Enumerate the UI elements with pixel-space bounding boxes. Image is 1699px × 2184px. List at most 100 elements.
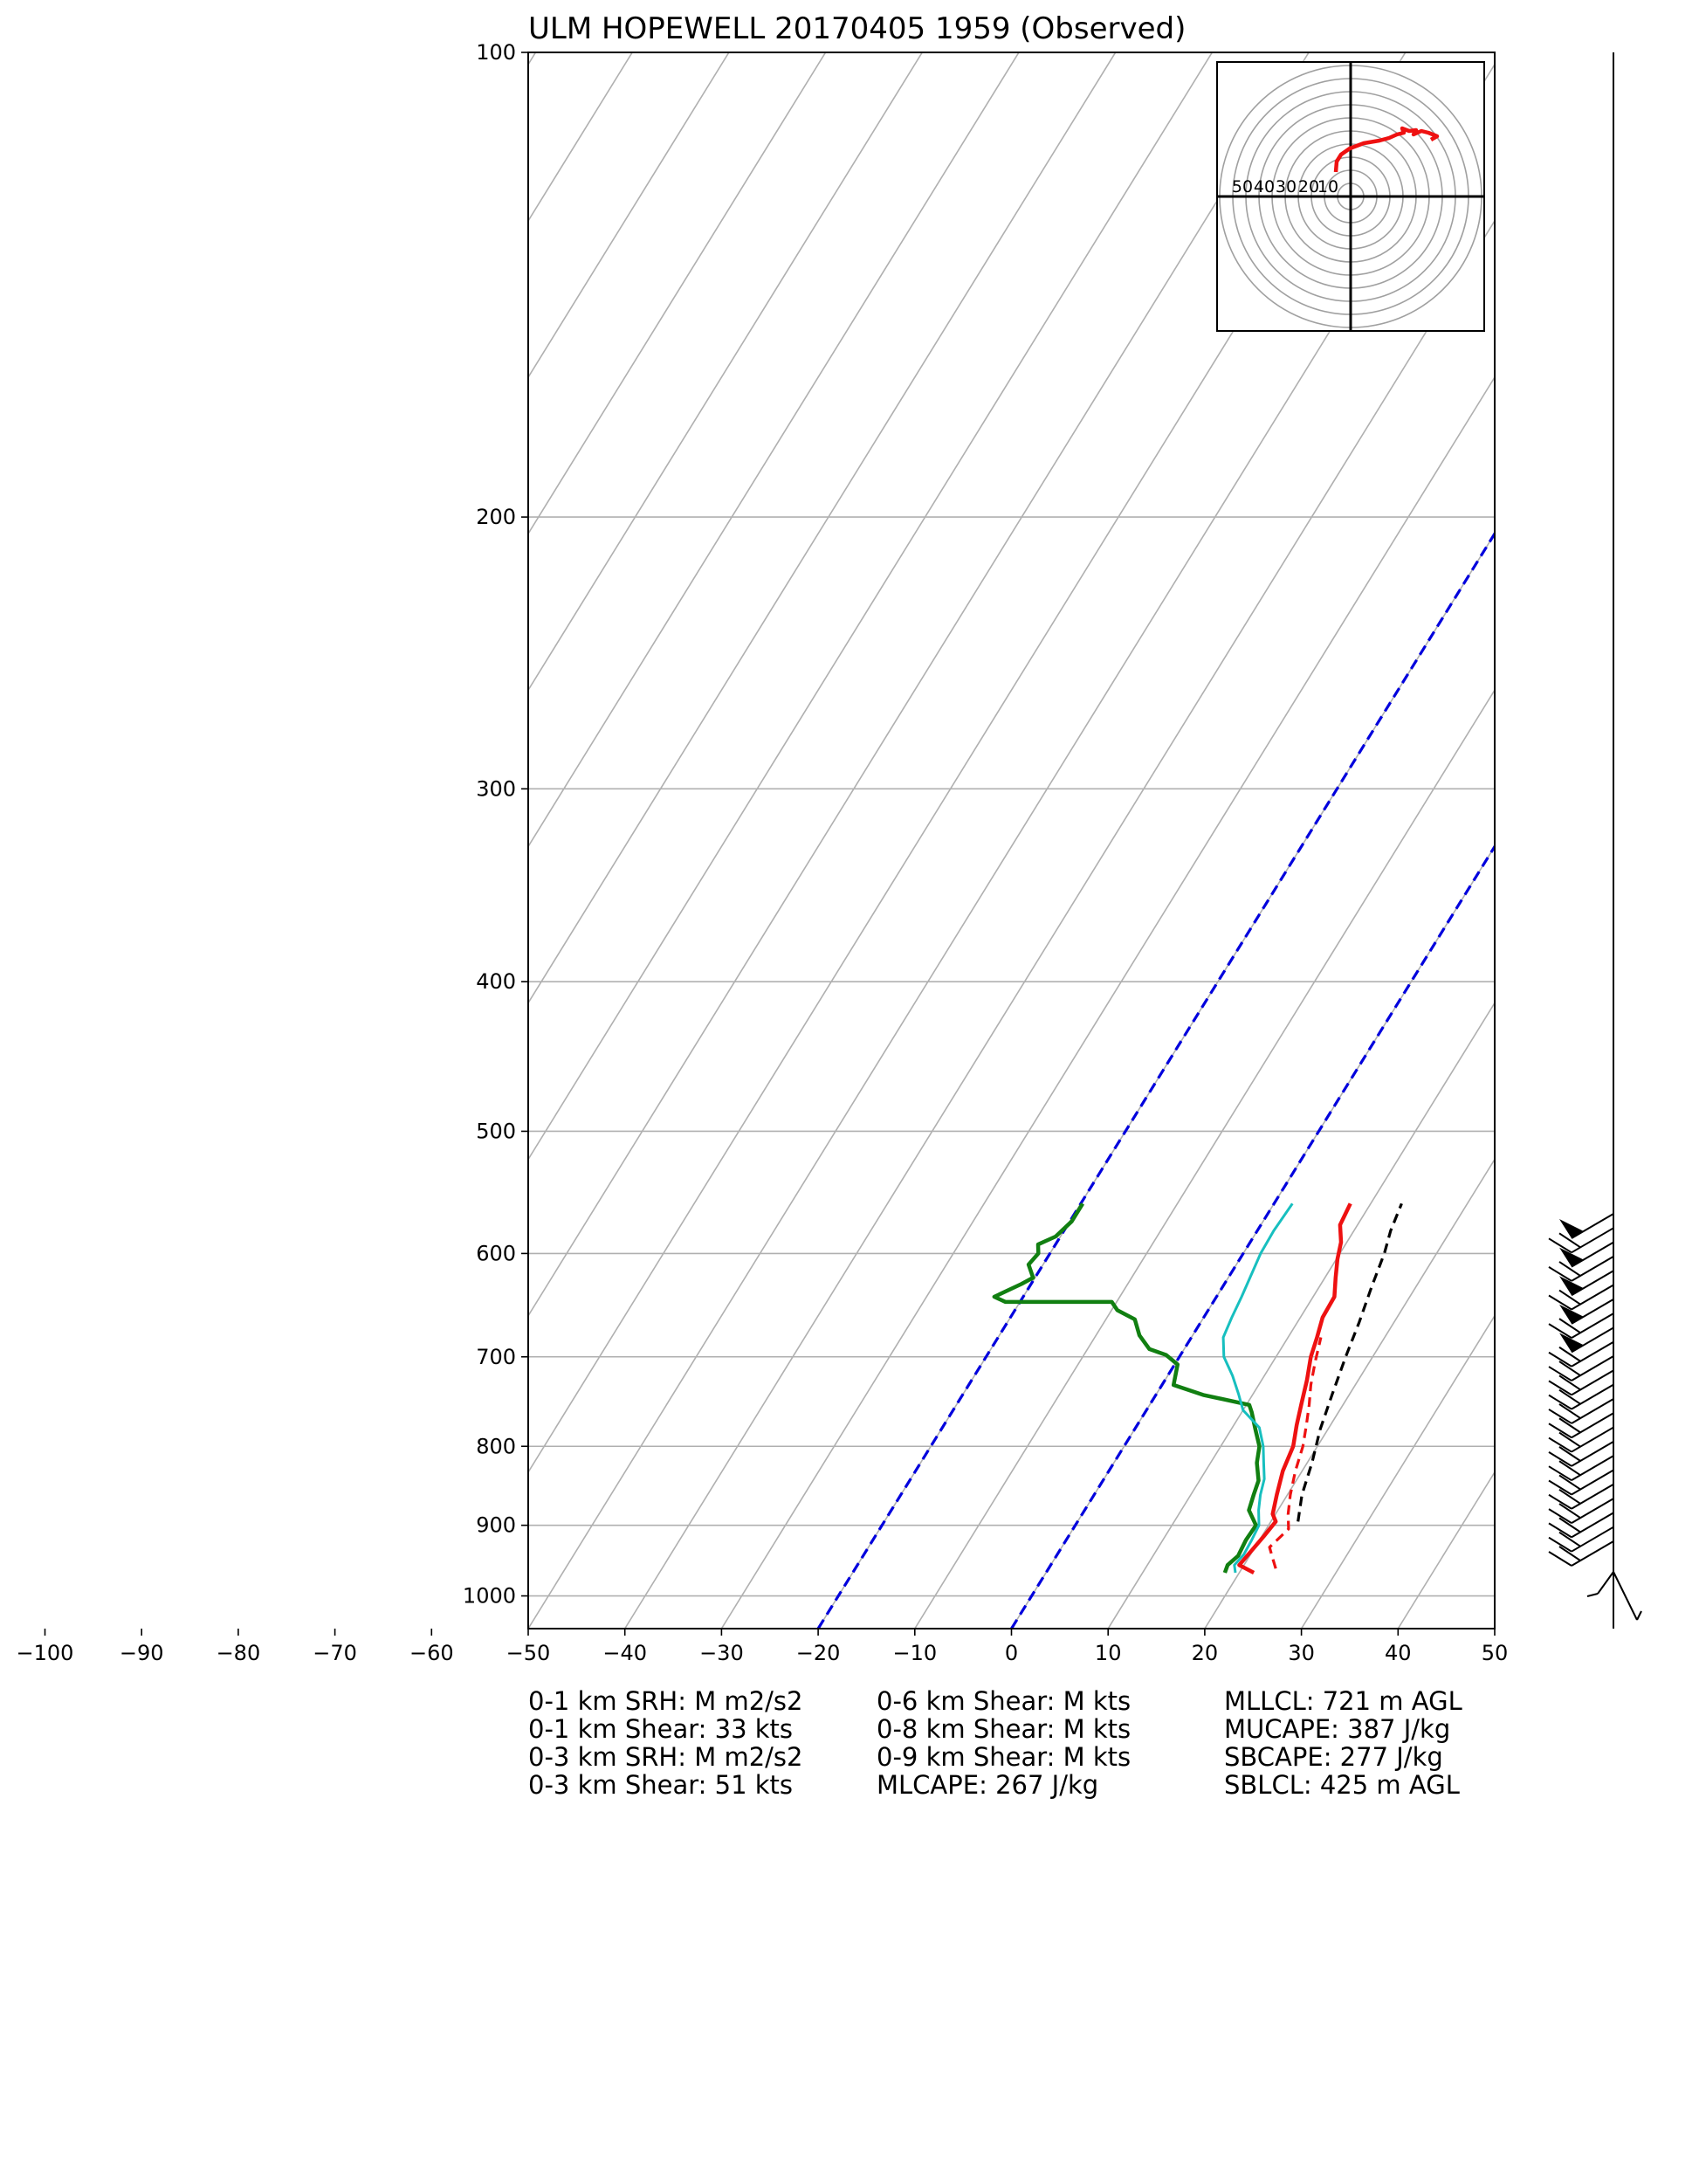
wind-barb-shaft bbox=[1571, 1256, 1614, 1282]
wind-barb-shaft bbox=[1571, 1398, 1614, 1424]
wind-barb bbox=[1548, 1383, 1614, 1410]
wind-barb-shaft bbox=[1571, 1426, 1614, 1453]
temperature-tick-label: 20 bbox=[1192, 1641, 1219, 1665]
wind-barb-shaft bbox=[1571, 1355, 1614, 1381]
isotherm-gridline bbox=[1494, 1627, 1495, 1629]
wind-barb-feather bbox=[1548, 1451, 1572, 1467]
hodograph-ring-label: 40 bbox=[1254, 177, 1275, 196]
stat-sblcl: SBLCL: 425 m AGL bbox=[1224, 1770, 1460, 1800]
hodograph-ring-label: 30 bbox=[1276, 177, 1297, 196]
isotherm-gridline bbox=[528, 52, 923, 692]
temperature-tick-label: 40 bbox=[1385, 1641, 1412, 1665]
wind-barb-feather bbox=[1558, 1474, 1581, 1491]
temperature-line bbox=[1237, 1202, 1352, 1574]
wind-barb-feather bbox=[1558, 1503, 1581, 1519]
pressure-tick-label: 800 bbox=[476, 1434, 516, 1458]
wind-barb-feather bbox=[1558, 1388, 1581, 1405]
stat-mucape: MUCAPE: 387 J/kg bbox=[1224, 1714, 1450, 1744]
zero-isotherms bbox=[816, 531, 1495, 1629]
isotherm-gridline bbox=[528, 52, 1117, 1005]
wind-barb bbox=[1548, 1398, 1614, 1424]
wetbulb-line bbox=[1221, 1202, 1294, 1574]
wind-barb-feather bbox=[1548, 1479, 1572, 1496]
wind-barb-feather bbox=[1558, 1546, 1581, 1561]
wind-barb-shaft bbox=[1571, 1512, 1614, 1539]
temperature-tick-label: −40 bbox=[602, 1641, 647, 1665]
isotherm-gridline bbox=[528, 52, 537, 66]
wind-barb bbox=[1559, 1270, 1614, 1297]
isotherm-gridline bbox=[528, 52, 1214, 1161]
stat-srh-0-3: 0-3 km SRH: M m2/s2 bbox=[528, 1742, 802, 1772]
wind-barb bbox=[1559, 1326, 1614, 1354]
wind-barb bbox=[1548, 1526, 1614, 1553]
stats-panel: 0-1 km SRH: M m2/s2 0-1 km Shear: 33 kts… bbox=[528, 1686, 1462, 1800]
pressure-tick-label: 400 bbox=[476, 969, 516, 994]
wind-barb-feather bbox=[1548, 1522, 1572, 1539]
wind-barb-feather bbox=[1636, 1610, 1642, 1621]
wind-barb-feather bbox=[1586, 1593, 1599, 1597]
pressure-axis: 100 200 300 400 500 600 700 800 900 1000 bbox=[463, 40, 528, 1609]
wind-barb-feather bbox=[1558, 1403, 1581, 1419]
wind-barb bbox=[1559, 1241, 1614, 1268]
wind-barb bbox=[1548, 1426, 1614, 1453]
wind-barb-shaft bbox=[1571, 1455, 1614, 1482]
wind-barb-shaft bbox=[1571, 1540, 1614, 1567]
wind-barb-feather bbox=[1548, 1266, 1572, 1282]
wind-barb-shaft bbox=[1571, 1227, 1614, 1254]
wind-barb-feather bbox=[1558, 1446, 1581, 1462]
virtual-temperature-line bbox=[1268, 1337, 1323, 1569]
isotherm-gridline bbox=[914, 688, 1495, 1629]
pressure-tick-label: 600 bbox=[476, 1241, 516, 1265]
wind-barb-feather bbox=[1558, 1261, 1581, 1277]
wind-barb bbox=[1548, 1498, 1614, 1524]
temperature-tick-label: −70 bbox=[313, 1641, 357, 1665]
wind-barb bbox=[1548, 1284, 1614, 1311]
wind-barb bbox=[1548, 1369, 1614, 1396]
wind-barb-feather bbox=[1548, 1436, 1572, 1453]
wind-barb-feather bbox=[1558, 1318, 1581, 1333]
isotherm-zero-line bbox=[1010, 844, 1495, 1629]
temperature-axis: −100 −90 −80 −70 −60 −50 −40 −30 −20 −10 0 10 20 30 40… bbox=[17, 1629, 1508, 1665]
isotherm-gridline bbox=[1204, 1158, 1495, 1629]
wind-barb-shaft bbox=[1571, 1483, 1614, 1510]
wind-barbs bbox=[1548, 1213, 1642, 1621]
wind-barb-shaft bbox=[1571, 1284, 1614, 1311]
wind-barb-pennant bbox=[1559, 1304, 1584, 1324]
stat-shear-0-9: 0-9 km Shear: M kts bbox=[877, 1742, 1131, 1772]
wind-barb-shaft bbox=[1571, 1498, 1614, 1524]
wind-barb-feather bbox=[1548, 1493, 1572, 1510]
wind-barb-feather bbox=[1548, 1366, 1572, 1381]
wind-barb-shaft bbox=[1571, 1340, 1614, 1368]
wind-barb-feather bbox=[1558, 1488, 1581, 1505]
isotherm-minus20-line bbox=[816, 531, 1495, 1629]
hodograph-trace bbox=[1333, 126, 1440, 173]
stat-sbcape: SBCAPE: 277 J/kg bbox=[1224, 1742, 1443, 1772]
isotherm-gridline bbox=[720, 375, 1495, 1629]
wind-barb-feather bbox=[1548, 1351, 1572, 1368]
wind-barb bbox=[1586, 1571, 1642, 1621]
wind-barb-shaft bbox=[1571, 1412, 1614, 1439]
hodograph-ring-label: 50 bbox=[1232, 177, 1253, 196]
wind-barb-feather bbox=[1548, 1323, 1572, 1339]
pressure-tick-label: 700 bbox=[476, 1345, 516, 1369]
wind-barb-feather bbox=[1558, 1431, 1581, 1448]
temperature-tick-label: −90 bbox=[120, 1641, 164, 1665]
temperature-tick-label: −20 bbox=[796, 1641, 841, 1665]
wind-barb-shaft bbox=[1597, 1571, 1614, 1595]
wind-barb-shaft bbox=[1571, 1526, 1614, 1553]
wind-barb-feather bbox=[1558, 1289, 1581, 1306]
temperature-tick-label: −100 bbox=[17, 1641, 74, 1665]
stat-shear-0-1: 0-1 km Shear: 33 kts bbox=[528, 1714, 793, 1744]
wind-barb bbox=[1548, 1512, 1614, 1539]
wind-barb-shaft bbox=[1613, 1571, 1638, 1621]
stat-srh-0-1: 0-1 km SRH: M m2/s2 bbox=[528, 1686, 802, 1716]
wind-barb bbox=[1548, 1441, 1614, 1467]
temperature-tick-label: −30 bbox=[699, 1641, 744, 1665]
temperature-tick-label: −10 bbox=[892, 1641, 937, 1665]
pressure-tick-label: 300 bbox=[476, 776, 516, 801]
wind-barb bbox=[1559, 1213, 1614, 1239]
wind-barb-shaft bbox=[1571, 1369, 1614, 1396]
temperature-tick-label: 10 bbox=[1095, 1641, 1122, 1665]
isotherm-gridline bbox=[528, 52, 730, 379]
